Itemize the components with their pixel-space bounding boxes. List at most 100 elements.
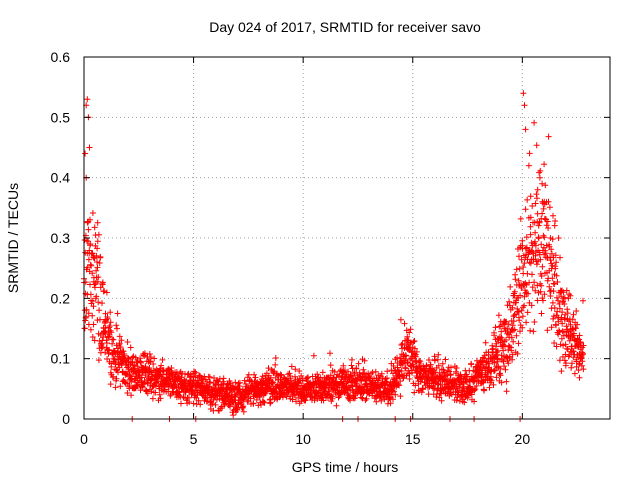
data-point	[240, 408, 247, 415]
data-point	[152, 389, 159, 396]
data-point	[138, 374, 145, 381]
data-point	[99, 344, 106, 351]
data-point	[358, 394, 365, 401]
data-point	[506, 298, 513, 305]
data-point	[378, 370, 385, 377]
data-point	[102, 325, 109, 331]
data-point	[378, 397, 385, 404]
data-point	[91, 281, 98, 288]
data-point	[89, 334, 96, 340]
data-point	[97, 254, 104, 261]
data-point	[95, 299, 102, 306]
data-point	[88, 262, 95, 269]
data-point	[455, 389, 462, 396]
data-point	[536, 174, 543, 181]
data-point	[82, 150, 89, 157]
data-point	[396, 371, 403, 378]
data-point	[574, 321, 581, 328]
data-point	[84, 264, 91, 271]
data-point	[503, 378, 510, 385]
data-point	[532, 229, 539, 236]
data-point	[560, 289, 567, 296]
data-point	[534, 297, 541, 304]
data-point	[559, 320, 566, 327]
data-point	[509, 304, 516, 311]
data-point	[535, 222, 542, 229]
data-point	[89, 210, 96, 216]
data-point	[95, 357, 102, 364]
data-point	[103, 340, 110, 346]
data-point	[319, 369, 326, 376]
data-point	[550, 315, 557, 322]
data-point	[146, 351, 153, 357]
data-point	[515, 340, 522, 347]
data-point	[559, 309, 566, 316]
data-point	[89, 312, 96, 319]
data-point	[436, 394, 443, 401]
data-point	[265, 365, 272, 372]
data-point	[553, 272, 560, 279]
data-point	[124, 339, 131, 345]
y-axis-label: SRMTID / TECUs	[5, 183, 21, 293]
data-point	[340, 362, 347, 369]
data-point	[397, 316, 404, 323]
data-point	[503, 388, 510, 395]
grid	[84, 57, 610, 419]
data-point	[158, 362, 165, 369]
data-point	[552, 218, 559, 224]
data-point	[517, 215, 524, 222]
data-point	[245, 371, 252, 378]
data-point	[538, 241, 545, 248]
data-point	[520, 90, 527, 97]
data-point	[149, 395, 156, 402]
data-point	[550, 288, 557, 295]
data-point	[571, 330, 577, 337]
data-point	[523, 234, 530, 241]
data-point	[487, 376, 494, 383]
data-point	[518, 285, 525, 291]
data-point	[411, 389, 418, 396]
data-point	[552, 252, 559, 259]
data-point	[89, 270, 96, 277]
data-point	[94, 219, 101, 226]
data-point	[539, 263, 546, 270]
data-point	[191, 370, 198, 377]
data-point	[453, 385, 460, 392]
data-point	[542, 250, 549, 257]
data-point	[101, 288, 108, 294]
data-point	[522, 206, 529, 213]
data-point	[392, 391, 399, 398]
data-point	[176, 389, 183, 396]
data-point	[567, 321, 574, 328]
data-point	[146, 358, 153, 365]
data-point	[510, 318, 517, 325]
data-point	[517, 328, 523, 335]
data-point	[514, 350, 521, 357]
data-point	[262, 390, 269, 397]
data-point	[498, 379, 505, 386]
data-point	[326, 388, 333, 395]
data-point	[507, 283, 514, 290]
data-point	[513, 266, 520, 273]
data-point	[568, 364, 575, 371]
data-point	[412, 382, 419, 389]
data-point	[527, 231, 534, 238]
data-point	[85, 256, 92, 263]
data-point	[347, 372, 354, 379]
data-point	[538, 310, 545, 317]
data-point	[537, 256, 544, 263]
data-point	[310, 352, 317, 359]
data-point	[448, 364, 454, 371]
data-point	[131, 366, 138, 373]
data-point	[526, 150, 533, 157]
data-point	[355, 360, 362, 367]
data-point	[453, 365, 460, 371]
data-point	[563, 287, 570, 294]
data-point	[328, 392, 335, 399]
data-point	[529, 271, 535, 278]
data-point	[372, 368, 379, 375]
data-point	[577, 339, 584, 345]
data-point	[518, 256, 525, 263]
data-point	[498, 334, 505, 341]
